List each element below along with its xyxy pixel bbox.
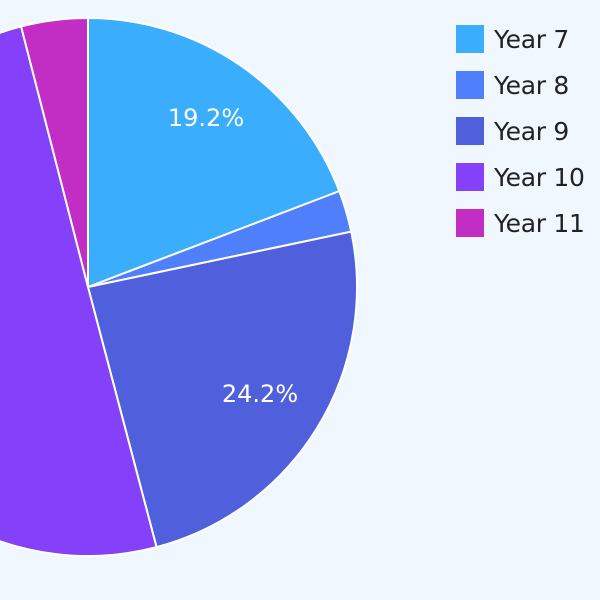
legend-swatch — [456, 117, 484, 145]
pie-slice-year-10[interactable] — [0, 25, 158, 558]
legend-item-year-9[interactable]: Year 9 — [456, 108, 585, 154]
legend-label: Year 11 — [494, 208, 585, 238]
pie-slice-year-9[interactable] — [86, 230, 358, 549]
legend-item-year-8[interactable]: Year 8 — [456, 62, 585, 108]
legend-swatch — [456, 163, 484, 191]
legend-item-year-10[interactable]: Year 10 — [456, 154, 585, 200]
legend-swatch — [456, 25, 484, 53]
legend: Year 7 Year 8 Year 9 Year 10 Year 11 — [456, 16, 585, 246]
legend-swatch — [456, 209, 484, 237]
legend-swatch — [456, 71, 484, 99]
pie-slice-year-11[interactable] — [19, 16, 89, 288]
legend-item-year-7[interactable]: Year 7 — [456, 16, 585, 62]
slice-label-year-9: 24.2% — [221, 380, 299, 408]
legend-label: Year 7 — [494, 24, 569, 54]
legend-item-year-11[interactable]: Year 11 — [456, 200, 585, 246]
slice-label-year-7: 19.2% — [167, 104, 245, 132]
legend-label: Year 10 — [494, 162, 585, 192]
legend-label: Year 9 — [494, 116, 569, 146]
pie-slice-year-7[interactable] — [87, 16, 341, 289]
legend-label: Year 8 — [494, 70, 569, 100]
